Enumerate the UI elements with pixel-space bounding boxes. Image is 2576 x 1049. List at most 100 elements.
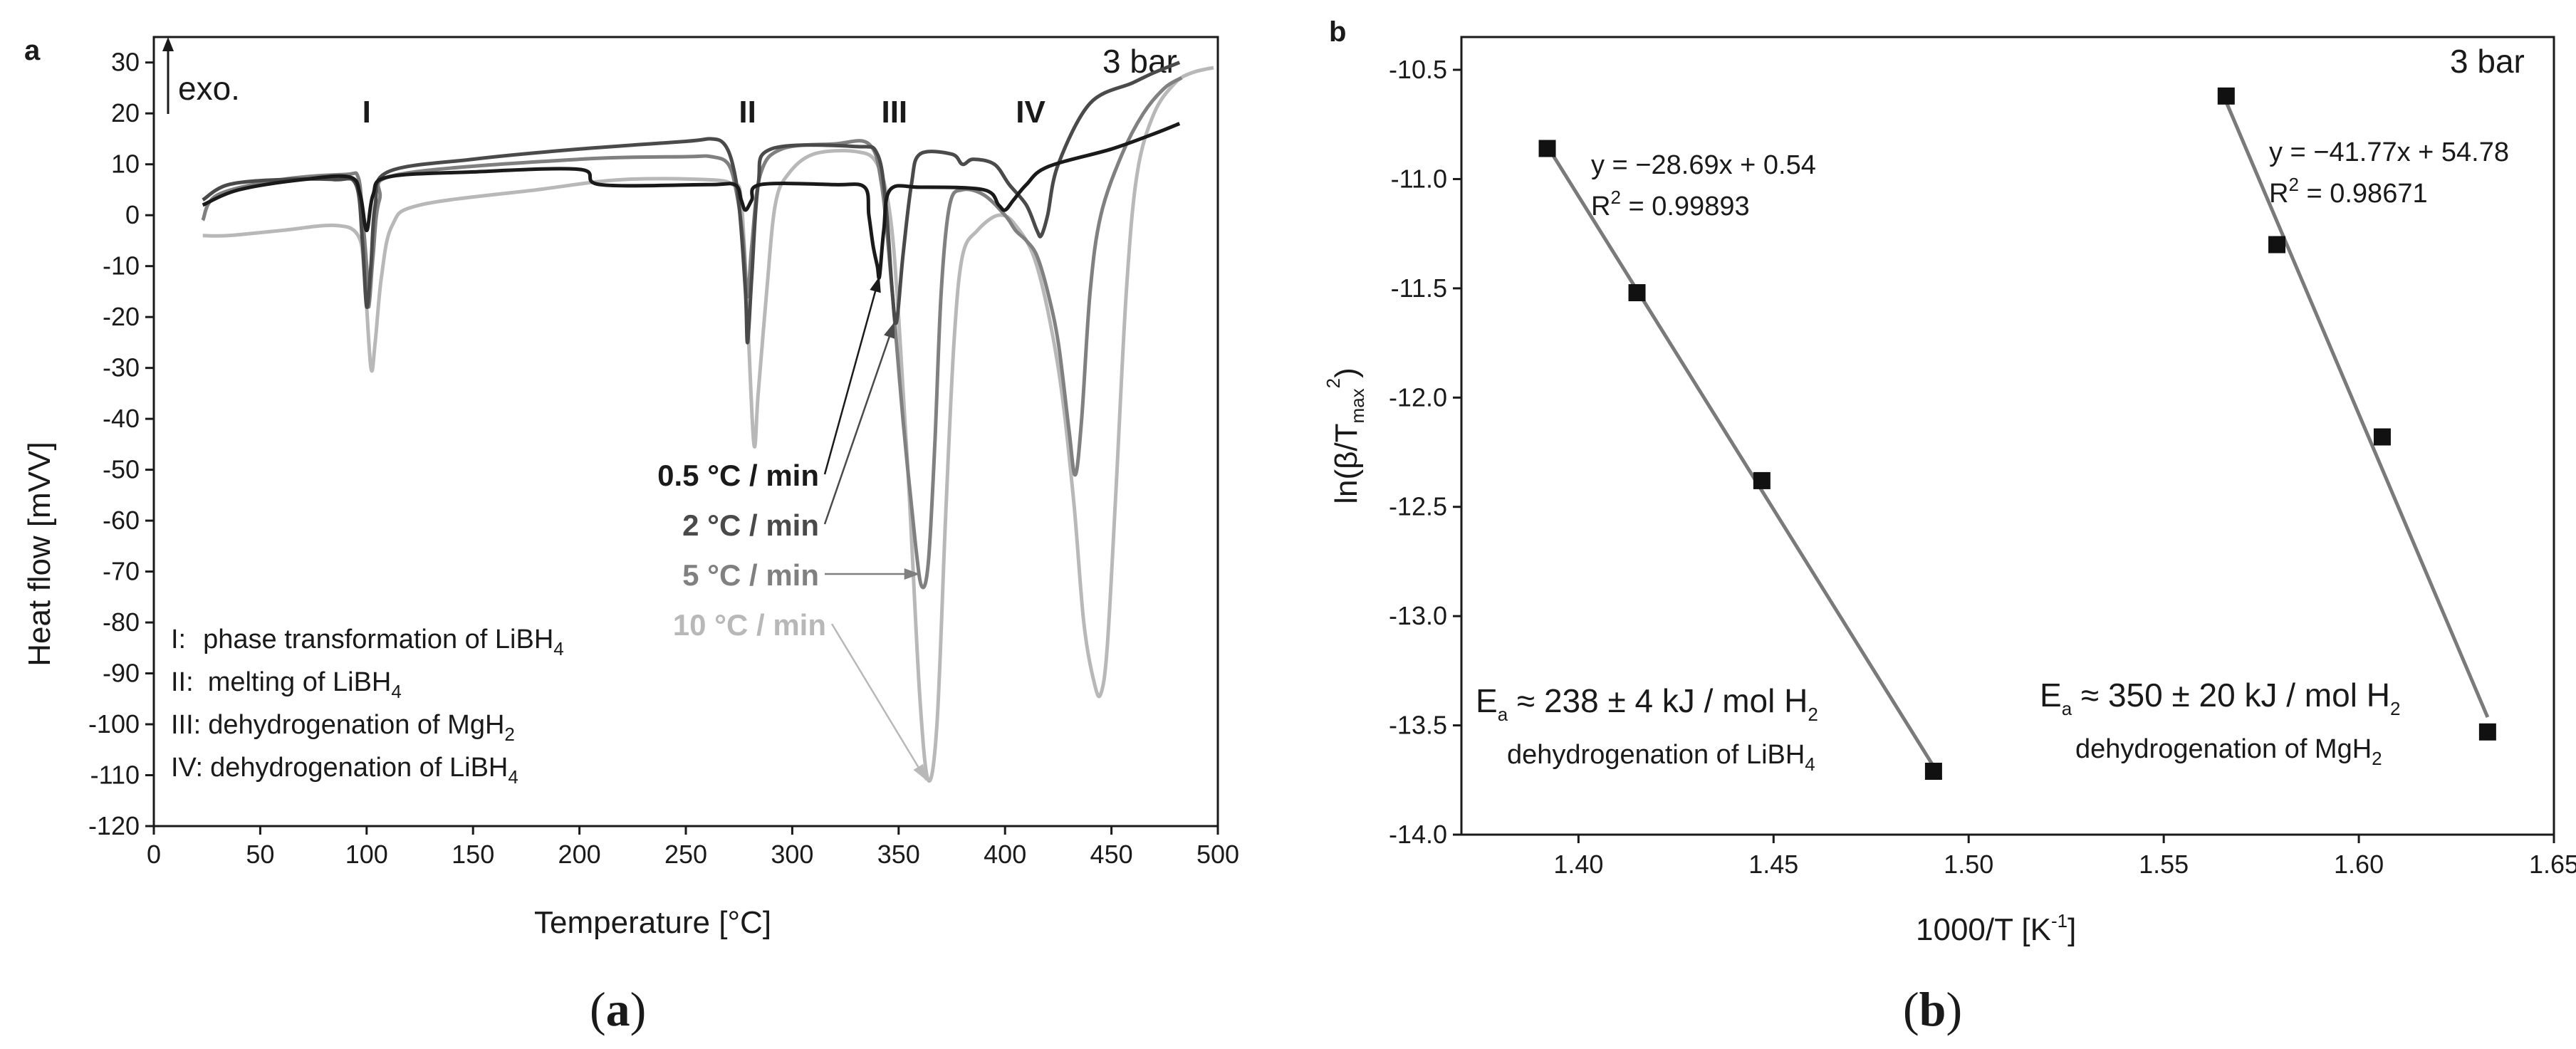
- rate-arrowhead-icon: [913, 763, 927, 781]
- phase-legend: I: phase transformation of LiBH4 II: melti…: [171, 625, 564, 788]
- energy-mgh2: Ea ≈ 350 ± 20 kJ / mol H2: [2040, 677, 2400, 719]
- data-point-libh4: [1538, 140, 1556, 157]
- y-tick-label-a: 0: [125, 200, 140, 229]
- y-tick-label-a: 30: [111, 48, 140, 77]
- phase-numeral: III: [881, 95, 907, 130]
- process-mgh2: dehydrogenation of MgH2: [2075, 734, 2382, 769]
- legend-item-ii: II: melting of LiBH4: [171, 667, 402, 702]
- legend-item-iii: III: dehydrogenation of MgH2: [171, 710, 515, 745]
- y-tick-label-a: -80: [103, 607, 140, 637]
- exo-label: exo.: [178, 70, 240, 107]
- y-tick-label-b: -13.0: [1389, 601, 1447, 630]
- y-tick-label-b: -12.5: [1389, 492, 1447, 521]
- chart-panel-b: b -10.5 -11.0 -11.5 -12.0 -12.5 -13.0 -13.5 -14…: [1323, 16, 2576, 1036]
- y-tick-label-b: -10.5: [1389, 55, 1447, 84]
- rate-label-2: 2 °C / min: [682, 508, 819, 542]
- panel-label-b: b: [1329, 16, 1346, 48]
- data-point-mgh2: [2478, 723, 2496, 741]
- r2-mgh2: R2 = 0.98671: [2269, 174, 2428, 209]
- rate-label-10: 10 °C / min: [673, 608, 826, 642]
- data-point-libh4: [1924, 763, 1942, 781]
- dsc-curve-10: [202, 66, 1214, 783]
- y-tick-label-a: -50: [103, 455, 140, 484]
- data-point-mgh2: [2217, 87, 2235, 105]
- x-tick-label-b: 1.55: [2139, 850, 2189, 879]
- rate-arrow: [823, 276, 881, 475]
- y-axis-ticks-a: 30 20 10 0 -10 -20 -30 -40 -50 -60 -70 -80 -90 -100 -1…: [88, 48, 154, 840]
- energy-libh4: Ea ≈ 238 ± 4 kJ / mol H2: [1476, 682, 1818, 725]
- dsc-curve-5: [201, 75, 1183, 590]
- rate-arrowhead-icon: [904, 568, 920, 580]
- x-tick-label-b: 1.45: [1748, 850, 1798, 879]
- legend-item-i: I: phase transformation of LiBH4: [171, 625, 564, 659]
- rate-arrowhead-icon: [884, 322, 895, 339]
- y-tick-label-a: 20: [111, 98, 140, 127]
- process-libh4: dehydrogenation of LiBH4: [1507, 740, 1815, 775]
- equation-libh4: y = −28.69x + 0.54: [1591, 150, 1816, 180]
- y-tick-label-a: -20: [103, 302, 140, 331]
- rate-arrow: [823, 321, 896, 525]
- r2-libh4: R2 = 0.99893: [1591, 187, 1750, 221]
- phase-numeral: I: [363, 95, 371, 130]
- fit-line-libh4: [1545, 145, 1936, 768]
- rate-arrow: [830, 623, 927, 781]
- fit-line-mgh2: [2224, 101, 2490, 719]
- y-tick-label-a: -110: [90, 761, 140, 790]
- exo-arrowhead-icon: [162, 37, 174, 51]
- rate-label-0-5: 0.5 °C / min: [657, 459, 819, 492]
- x-tick-label-a: 500: [1196, 840, 1239, 869]
- x-tick-label-a: 0: [147, 840, 161, 869]
- x-tick-label-b: 1.50: [1944, 850, 1993, 879]
- data-point-libh4: [1753, 471, 1771, 489]
- equation-mgh2: y = −41.77x + 54.78: [2269, 137, 2509, 167]
- x-tick-label-a: 200: [558, 840, 601, 869]
- x-tick-label-a: 150: [452, 840, 494, 869]
- y-tick-label-b: -11.5: [1391, 273, 1447, 303]
- x-axis-ticks-a: 0 50 100 150 200 250 300 350 400 450 500: [147, 826, 1239, 869]
- y-tick-label-b: -12.0: [1389, 382, 1447, 412]
- y-tick-label-a: -30: [103, 353, 140, 382]
- dsc-curve-2: [202, 61, 1181, 345]
- rate-label-5: 5 °C / min: [682, 558, 819, 592]
- plot-frame-b: [1460, 36, 2555, 836]
- y-tick-label-a: 10: [111, 150, 140, 179]
- x-tick-label-a: 50: [246, 840, 274, 869]
- x-tick-label-a: 250: [664, 840, 707, 869]
- y-tick-label-b: -13.5: [1389, 711, 1447, 740]
- y-tick-label-b: -14.0: [1389, 820, 1447, 849]
- caption-a: (a): [590, 982, 646, 1036]
- y-tick-label-b: -11.0: [1391, 164, 1447, 193]
- x-tick-label-a: 350: [877, 840, 920, 869]
- data-points: [1538, 87, 2496, 781]
- pressure-label-b: 3 bar: [2450, 43, 2525, 80]
- y-axis-label-b: ln(β/Tmax2): [1323, 367, 1368, 504]
- x-axis-ticks-b: 1.40 1.45 1.50 1.55 1.60 1.65: [1553, 835, 2576, 879]
- fit-lines: [1545, 101, 2490, 768]
- x-tick-label-b: 1.60: [2334, 850, 2384, 879]
- data-point-libh4: [1628, 284, 1646, 302]
- y-tick-label-a: -40: [103, 404, 140, 433]
- y-tick-label-a: -100: [88, 709, 140, 739]
- dsc-curves: [201, 61, 1214, 783]
- chart-panel-a: a 30 20 10 0 -10 -20 -30 -40 -50 -60 -70 -80 -90 -100…: [22, 35, 1239, 1036]
- rate-arrowhead-icon: [870, 276, 881, 293]
- x-axis-label-a: Temperature [°C]: [534, 905, 771, 940]
- caption-b: (b): [1903, 982, 1962, 1036]
- x-tick-label-b: 1.65: [2529, 850, 2576, 879]
- pressure-label-a: 3 bar: [1102, 43, 1177, 80]
- x-tick-label-b: 1.40: [1553, 850, 1603, 879]
- y-tick-label-a: -90: [103, 659, 140, 688]
- y-tick-label-a: -70: [103, 557, 140, 586]
- x-axis-label-b: 1000/T [K-1]: [1916, 910, 2076, 947]
- phase-numeral: IV: [1016, 95, 1045, 130]
- y-axis-label-a: Heat flow [mVV]: [22, 442, 57, 666]
- y-axis-ticks-b: -10.5 -11.0 -11.5 -12.0 -12.5 -13.0 -13.5 -14.0: [1389, 55, 1461, 849]
- phase-numerals: I II III IV: [363, 95, 1046, 130]
- panel-label-a: a: [24, 35, 41, 66]
- data-point-mgh2: [2268, 236, 2286, 254]
- data-point-mgh2: [2373, 428, 2391, 446]
- legend-item-iv: IV: dehydrogenation of LiBH4: [171, 753, 518, 788]
- y-tick-label-a: -60: [103, 506, 140, 535]
- y-tick-label-a: -10: [103, 251, 140, 281]
